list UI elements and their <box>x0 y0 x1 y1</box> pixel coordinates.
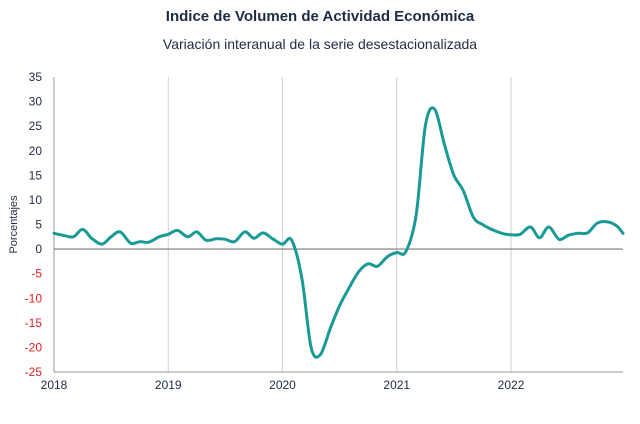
x-tick-label-2018: 2018 <box>41 378 68 392</box>
y-tick-label: 25 <box>29 119 43 133</box>
x-tick-label-2021: 2021 <box>383 378 410 392</box>
x-tick-label-2019: 2019 <box>155 378 182 392</box>
y-tick-label: 35 <box>29 70 43 84</box>
y-axis-title: Porcentajes <box>8 195 20 254</box>
y-tick-label: 10 <box>29 193 43 207</box>
y-tick-label: -5 <box>31 267 42 281</box>
y-tick-label: 0 <box>35 242 42 256</box>
y-tick-label: -15 <box>25 316 43 330</box>
x-tick-label-2020: 2020 <box>269 378 296 392</box>
x-tick-label-2022: 2022 <box>498 378 525 392</box>
y-tick-label: 30 <box>29 95 43 109</box>
y-tick-label: 15 <box>29 168 43 182</box>
chart-subtitle: Variación interanual de la serie desesta… <box>162 36 478 52</box>
y-tick-label: -25 <box>25 365 43 379</box>
chart-title: Indice de Volumen de Actividad Económica <box>165 8 475 25</box>
y-tick-label: -20 <box>25 340 43 354</box>
y-tick-label: 5 <box>35 218 42 232</box>
y-tick-label: 20 <box>29 144 43 158</box>
y-tick-label: -10 <box>25 291 43 305</box>
series-line <box>52 106 625 359</box>
